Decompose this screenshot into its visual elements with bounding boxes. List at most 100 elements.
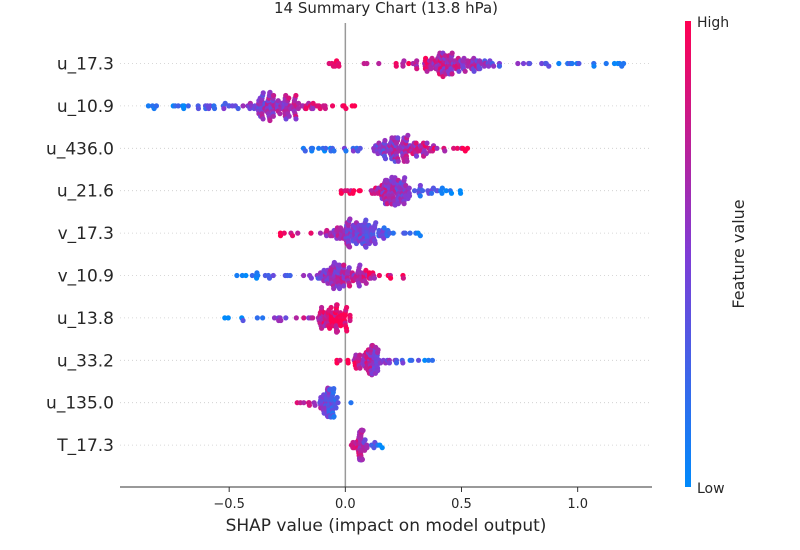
point-u_21.6-114 — [419, 188, 426, 194]
point-u_436.0-123 — [423, 150, 429, 157]
point-u_135.0-69 — [348, 400, 354, 406]
point-u_10.9-125 — [295, 105, 301, 112]
point-v_10.9-3 — [249, 272, 255, 279]
point-v_10.9-129 — [400, 275, 406, 281]
point-u_17.3-137 — [520, 60, 527, 67]
point-u_436.0-95 — [404, 158, 410, 164]
point-u_436.0-133 — [442, 148, 448, 154]
point-v_17.3-139 — [417, 233, 423, 239]
x-axis-ticks: −0.5 0.0 0.5 1.0 — [213, 487, 588, 512]
feature-label-u_135.0: u_135.0 — [46, 394, 114, 414]
point-u_17.3-135 — [496, 63, 503, 69]
feature-label-u_13.8: u_13.8 — [57, 309, 114, 329]
point-u_13.8-66 — [334, 328, 341, 334]
point-u_33.2-70 — [375, 368, 381, 374]
point-v_17.3-51 — [347, 216, 353, 222]
point-u_17.3-10 — [376, 60, 382, 67]
feature-gridlines — [120, 63, 652, 446]
point-u_33.2-16 — [357, 365, 363, 371]
point-v_10.9-105 — [357, 262, 363, 268]
point-u_33.2-87 — [422, 357, 428, 363]
point-u_21.6-127 — [448, 190, 455, 196]
point-u_17.3-16 — [406, 60, 412, 67]
point-u_17.3-147 — [569, 60, 575, 67]
point-u_17.3-139 — [527, 60, 533, 67]
point-u_10.9-122 — [293, 92, 299, 99]
point-u_17.3-12 — [393, 63, 399, 69]
point-T_17.3-50 — [371, 445, 377, 451]
point-v_17.3-6 — [308, 230, 314, 236]
point-u_13.8-25 — [318, 304, 325, 311]
point-u_13.8-16 — [310, 315, 316, 321]
point-u_17.3-136 — [515, 60, 521, 67]
point-u_13.8-3 — [240, 317, 246, 324]
point-u_17.3-140 — [539, 60, 545, 67]
point-u_436.0-12 — [331, 148, 337, 154]
point-u_436.0-14 — [343, 148, 349, 154]
point-u_436.0-131 — [434, 145, 440, 151]
point-u_436.0-8 — [323, 145, 329, 151]
point-v_17.3-2 — [281, 230, 287, 236]
point-u_21.6-123 — [439, 190, 445, 196]
point-v_17.3-1 — [277, 233, 284, 239]
point-u_13.8-65 — [334, 302, 340, 308]
point-v_10.9-127 — [387, 275, 394, 281]
point-v_17.3-136 — [407, 230, 413, 236]
point-v_17.3-93 — [363, 217, 369, 223]
point-u_10.9-110 — [286, 95, 292, 101]
point-u_17.3-149 — [576, 60, 582, 67]
point-u_13.8-46 — [328, 304, 334, 311]
point-u_21.6-1 — [338, 190, 344, 196]
colorbar-high-label: High — [697, 15, 729, 31]
point-v_10.9-17 — [308, 275, 314, 281]
point-u_17.3-151 — [591, 63, 597, 69]
point-u_10.9-72 — [267, 89, 273, 95]
point-u_21.6-108 — [411, 188, 418, 194]
point-v_10.9-89 — [346, 265, 352, 271]
point-u_13.8-12 — [293, 315, 299, 321]
point-v_10.9-115 — [363, 280, 369, 286]
point-u_10.9-80 — [270, 113, 276, 119]
point-u_17.3-15 — [401, 58, 407, 64]
point-v_17.3-116 — [372, 240, 378, 247]
x-tick-label-2: 0.5 — [451, 497, 472, 512]
point-u_436.0-4 — [310, 145, 316, 151]
point-u_21.6-129 — [457, 190, 464, 196]
point-u_10.9-21 — [221, 105, 227, 112]
point-u_10.9-6 — [175, 103, 181, 109]
point-u_135.0-5 — [306, 402, 313, 408]
colorbar-axis-label: Feature value — [729, 199, 748, 308]
point-v_10.9-50 — [331, 285, 337, 292]
point-v_10.9-2 — [243, 272, 249, 279]
point-u_17.3-21 — [414, 66, 420, 72]
point-u_135.0-62 — [331, 413, 337, 420]
point-v_10.9-15 — [301, 272, 307, 279]
feature-label-v_10.9: v_10.9 — [58, 267, 114, 287]
point-u_10.9-123 — [293, 116, 299, 122]
point-v_17.3-10 — [324, 227, 330, 234]
point-u_436.0-71 — [395, 135, 401, 141]
point-u_436.0-72 — [395, 158, 401, 164]
point-u_10.9-28 — [240, 103, 246, 109]
point-v_10.9-7 — [255, 272, 261, 279]
feature-label-u_10.9: u_10.9 — [57, 97, 114, 117]
point-v_17.3-135 — [402, 230, 408, 236]
point-u_33.2-85 — [409, 357, 415, 363]
point-u_17.3-26 — [423, 55, 429, 61]
point-u_13.8-11 — [283, 315, 289, 321]
point-v_17.3-7 — [317, 230, 324, 236]
point-u_17.3-14 — [400, 63, 406, 69]
point-u_21.6-113 — [417, 182, 423, 189]
point-v_10.9-14 — [287, 272, 293, 279]
point-T_17.3-40 — [360, 427, 366, 434]
point-u_33.2-83 — [400, 360, 406, 366]
point-v_10.9-10 — [266, 275, 273, 281]
point-u_17.3-133 — [491, 63, 497, 69]
point-v_10.9-114 — [363, 267, 369, 273]
point-u_436.0-20 — [357, 145, 363, 151]
x-tick-label-0: −0.5 — [213, 497, 245, 512]
point-u_13.8-85 — [344, 304, 350, 311]
feature-label-u_33.2: u_33.2 — [57, 351, 114, 371]
point-u_17.3-102 — [461, 55, 467, 61]
